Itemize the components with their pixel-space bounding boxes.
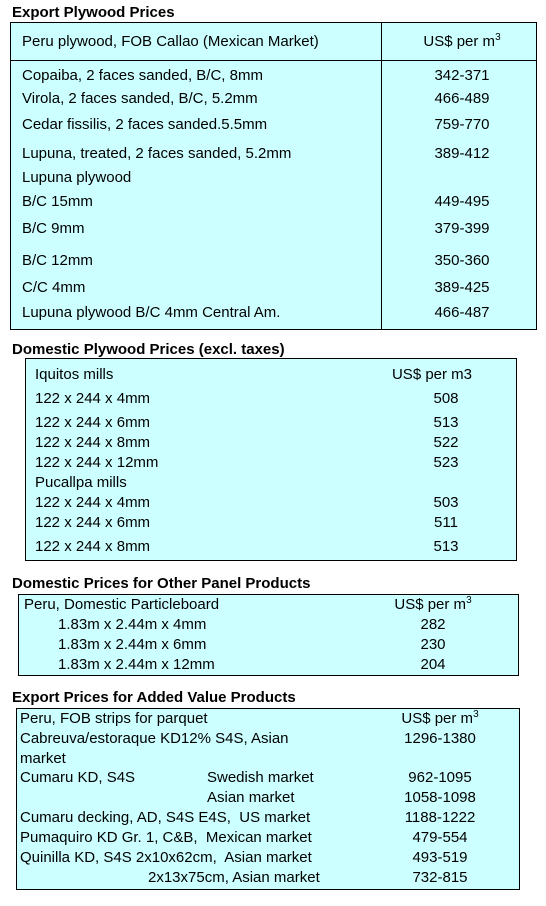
unit-text: US$ per m	[401, 710, 474, 727]
row-item: 122 x 244 x 4mm	[35, 494, 151, 511]
header-item: Peru, FOB strips for parquet	[20, 710, 208, 727]
row-price: 513	[433, 538, 459, 555]
row-price: 1188-1222	[404, 809, 476, 826]
row-item: 122 x 244 x 6mm	[35, 414, 151, 431]
header-unit: US$ per m3	[394, 596, 471, 614]
row-item: 122 x 244 x 4mm	[35, 390, 151, 407]
table-box	[10, 22, 537, 330]
row-price: 389-425	[434, 279, 490, 296]
table-box	[18, 594, 519, 676]
row-price: 379-399	[434, 220, 490, 237]
section-title: Domestic Plywood Prices (excl. taxes)	[12, 341, 285, 358]
row-item: Lupuna, treated, 2 faces sanded, 5.2mm	[22, 145, 292, 162]
row-item: market	[20, 750, 66, 767]
header-item: Iquitos mills	[35, 366, 114, 383]
row-item: Copaiba, 2 faces sanded, B/C, 8mm	[22, 67, 263, 84]
row-item: Lupuna plywood B/C 4mm Central Am.	[22, 304, 281, 321]
row-price: 522	[433, 434, 459, 451]
row-item: Virola, 2 faces sanded, B/C, 5.2mm	[22, 90, 258, 107]
unit-superscript: 3	[495, 32, 501, 43]
row-price: 466-489	[434, 90, 490, 107]
header-rule	[10, 60, 537, 61]
row-price: 513	[433, 414, 459, 431]
row-item: 122 x 244 x 6mm	[35, 514, 151, 531]
row-price: 204	[420, 656, 446, 673]
section-title: Export Prices for Added Value Products	[12, 689, 296, 706]
row-price: 282	[420, 616, 446, 633]
header-unit: US$ per m3	[423, 33, 500, 51]
row-item: B/C 12mm	[22, 252, 93, 269]
unit-superscript: 3	[473, 709, 479, 720]
row-item: Cedar fissilis, 2 faces sanded.5.5mm	[22, 116, 268, 133]
row-price: 508	[433, 390, 459, 407]
header-unit: US$ per m3	[392, 366, 472, 384]
row-item: Cumaru KD, S4S	[20, 769, 136, 786]
table-box	[25, 358, 517, 561]
column-divider	[381, 22, 382, 330]
row-item: C/C 4mm	[22, 279, 86, 296]
row-price: 503	[433, 494, 459, 511]
row-price: 511	[434, 514, 458, 531]
row-item: B/C 9mm	[22, 220, 85, 237]
row-item: Pucallpa mills	[35, 474, 127, 491]
row-price: 230	[420, 636, 446, 653]
unit-text: US$ per m	[423, 33, 496, 50]
row-item: 122 x 244 x 12mm	[35, 454, 159, 471]
row-price: 962-1095	[408, 769, 472, 786]
row-item: 1.83m x 2.44m x 12mm	[58, 656, 215, 673]
row-price: 732-815	[412, 869, 468, 886]
row-price: 1296-1380	[404, 730, 476, 747]
row-item: 2x13x75cm, Asian market	[148, 869, 320, 886]
section-title: Export Plywood Prices	[12, 4, 175, 21]
row-item: 122 x 244 x 8mm	[35, 538, 151, 555]
row-item: Cumaru decking, AD, S4S E4S, US market	[20, 809, 311, 826]
row-price: 342-371	[434, 67, 490, 84]
row-price: 466-487	[434, 304, 490, 321]
row-item: Cabreuva/estoraque KD12% S4S, Asian	[20, 730, 289, 747]
row-item: 122 x 244 x 8mm	[35, 434, 151, 451]
row-item: Pumaquiro KD Gr. 1, C&B, Mexican market	[20, 829, 312, 846]
unit-text: US$ per m3	[391, 366, 473, 383]
row-price: 493-519	[412, 849, 468, 866]
unit-superscript: 3	[466, 595, 472, 606]
row-item: Lupuna plywood	[22, 169, 132, 186]
row-price: 449-495	[434, 193, 490, 210]
row-item: 1.83m x 2.44m x 6mm	[58, 636, 207, 653]
row-item: 1.83m x 2.44m x 4mm	[58, 616, 207, 633]
section-title: Domestic Prices for Other Panel Products	[12, 575, 311, 592]
row-item: B/C 15mm	[22, 193, 93, 210]
header-item: Peru plywood, FOB Callao (Mexican Market…	[22, 33, 319, 50]
row-item: Quinilla KD, S4S 2x10x62cm, Asian market	[20, 849, 312, 866]
row-market: Asian market	[207, 789, 295, 806]
header-unit: US$ per m3	[401, 710, 478, 728]
table-box	[16, 708, 520, 890]
row-price: 759-770	[434, 116, 490, 133]
unit-text: US$ per m	[394, 596, 467, 613]
row-price: 389-412	[434, 145, 490, 162]
row-price: 350-360	[434, 252, 490, 269]
row-price: 523	[433, 454, 459, 471]
header-item: Peru, Domestic Particleboard	[24, 596, 220, 613]
row-price: 1058-1098	[404, 789, 476, 806]
row-price: 479-554	[412, 829, 468, 846]
row-market: Swedish market	[207, 769, 314, 786]
